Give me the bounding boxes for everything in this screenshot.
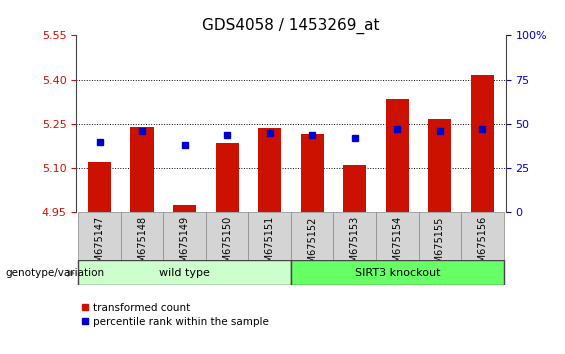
Text: GSM675154: GSM675154 xyxy=(392,216,402,275)
Bar xyxy=(79,212,121,260)
Text: GSM675152: GSM675152 xyxy=(307,216,317,276)
Bar xyxy=(249,212,291,260)
Bar xyxy=(471,75,494,212)
Text: GSM675147: GSM675147 xyxy=(95,216,105,275)
Text: GSM675151: GSM675151 xyxy=(265,216,275,275)
Text: wild type: wild type xyxy=(159,268,210,278)
Bar xyxy=(301,134,324,212)
Text: GSM675153: GSM675153 xyxy=(350,216,360,275)
Bar xyxy=(215,143,239,212)
Bar xyxy=(291,212,333,260)
Bar xyxy=(343,165,367,212)
Text: genotype/variation: genotype/variation xyxy=(6,268,105,278)
Bar xyxy=(419,212,461,260)
Text: GSM675156: GSM675156 xyxy=(477,216,487,275)
Bar xyxy=(131,127,154,212)
Bar xyxy=(376,212,419,260)
Bar xyxy=(385,99,409,212)
Bar xyxy=(163,212,206,260)
Bar xyxy=(291,260,503,285)
Bar xyxy=(121,212,163,260)
Bar xyxy=(79,260,291,285)
Text: GSM675150: GSM675150 xyxy=(222,216,232,275)
Text: SIRT3 knockout: SIRT3 knockout xyxy=(354,268,440,278)
Bar xyxy=(461,212,503,260)
Text: GSM675155: GSM675155 xyxy=(435,216,445,276)
Bar xyxy=(428,120,451,212)
Bar xyxy=(173,205,197,212)
Bar xyxy=(258,128,281,212)
Text: GSM675149: GSM675149 xyxy=(180,216,190,275)
Legend: transformed count, percentile rank within the sample: transformed count, percentile rank withi… xyxy=(81,303,269,327)
Title: GDS4058 / 1453269_at: GDS4058 / 1453269_at xyxy=(202,18,380,34)
Bar xyxy=(333,212,376,260)
Bar xyxy=(206,212,249,260)
Text: GSM675148: GSM675148 xyxy=(137,216,147,275)
Bar xyxy=(88,162,111,212)
